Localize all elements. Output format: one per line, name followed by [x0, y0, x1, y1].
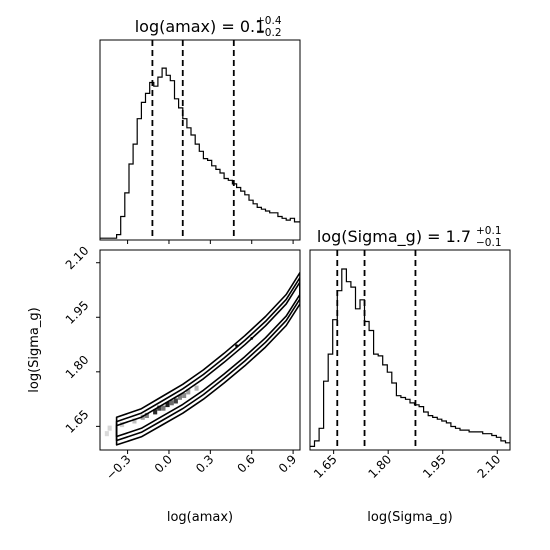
density-cell [161, 405, 166, 411]
sigma-title-main: log(Sigma_g) = 1.7 [317, 227, 471, 247]
amax-title: log(amax) = 0.1 [135, 17, 266, 36]
outlier-point [250, 336, 254, 340]
outlier-point [235, 344, 238, 348]
joint-contour-frame [99, 249, 301, 451]
amax-histogram-frame [99, 39, 301, 241]
density-cell [153, 409, 158, 415]
density-cell [132, 418, 137, 424]
density-cell [107, 425, 112, 431]
amax-histogram-panel: log(amax) = 0.1 +0.4 −0.2 [99, 15, 301, 244]
sigma-histogram-panel: 1.65 1.80 1.95 2.10 log(Sigma_g) = 1.7 +0.1… [309, 225, 511, 525]
outlier-points [235, 336, 254, 348]
amax-histogram-ticks [127, 240, 294, 244]
contour-level-0 [115, 281, 300, 438]
sigma-title: log(Sigma_g) = 1.7 [317, 227, 471, 247]
density-cell [194, 385, 199, 391]
amax-title-upper-error: +0.4 [256, 15, 282, 27]
sigma-histogram-frame [309, 249, 511, 451]
density-cell [165, 402, 170, 408]
density-cell [186, 389, 191, 395]
density-cell [104, 431, 109, 437]
contour-lines [115, 271, 300, 446]
contour-level-2 [115, 271, 300, 446]
sigma-histogram-step [310, 268, 510, 447]
density-cell [173, 398, 178, 404]
amax-title-lower-error: −0.2 [256, 27, 282, 39]
density-cell [157, 405, 162, 411]
x-axis-label-amax: log(amax) [167, 510, 233, 525]
density-cell [182, 392, 187, 398]
density-cell [144, 412, 149, 418]
amax-quantile-lines [151, 40, 235, 240]
amax-title-main: log(amax) = 0.1 [135, 17, 266, 36]
density-cell [169, 400, 174, 406]
sigma-quantile-lines [336, 250, 417, 450]
x-axis-label-sigma: log(Sigma_g) [367, 510, 452, 525]
sigma-title-lower-error: −0.1 [476, 237, 502, 249]
sigma-title-upper-error: +0.1 [476, 225, 502, 237]
contour-level-1 [115, 276, 300, 442]
y-axis-label-sigma: log(Sigma_g) [27, 307, 42, 392]
density-cell [177, 394, 182, 400]
amax-histogram-step [100, 67, 300, 239]
